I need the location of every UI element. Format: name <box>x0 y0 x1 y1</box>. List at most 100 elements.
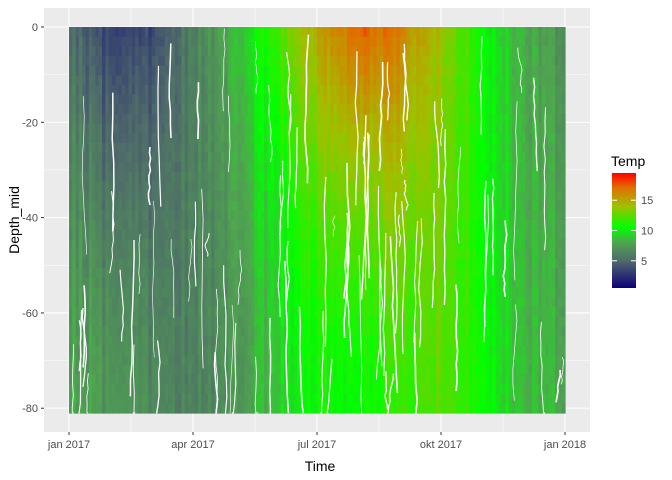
heatmap-tile <box>197 36 202 47</box>
heatmap-tile <box>343 94 348 105</box>
heatmap-tile <box>98 162 103 173</box>
heatmap-tile <box>475 123 480 134</box>
heatmap-tile <box>158 55 163 67</box>
heatmap-tile <box>346 191 351 202</box>
heatmap-tile <box>297 46 302 57</box>
heatmap-tile <box>333 152 338 163</box>
heatmap-tile <box>333 104 338 115</box>
heatmap-tile <box>297 355 302 366</box>
heatmap-tile <box>402 171 407 182</box>
heatmap-tile <box>330 239 335 250</box>
heatmap-tile <box>340 374 345 385</box>
heatmap-tile <box>356 258 361 269</box>
heatmap-tile <box>214 326 219 337</box>
heatmap-tile <box>197 403 202 414</box>
heatmap-tile <box>125 287 130 298</box>
heatmap-tile <box>396 133 401 144</box>
heatmap-tile <box>432 287 437 298</box>
heatmap-tile <box>270 268 275 279</box>
heatmap-tile <box>313 374 318 385</box>
heatmap-tile <box>88 181 93 192</box>
heatmap-tile <box>201 345 206 356</box>
heatmap-tile <box>135 345 140 356</box>
heatmap-tile <box>353 84 358 96</box>
heatmap-tile <box>363 84 368 96</box>
heatmap-tile <box>244 191 249 202</box>
heatmap-tile <box>323 104 328 115</box>
heatmap-tile <box>432 364 437 375</box>
heatmap-tile <box>69 104 73 115</box>
heatmap-tile <box>409 277 414 289</box>
heatmap-tile <box>270 171 275 182</box>
heatmap-tile <box>340 335 345 347</box>
heatmap-tile <box>452 27 457 38</box>
heatmap-tile <box>303 335 308 347</box>
heatmap-tile <box>145 268 149 279</box>
heatmap-tile <box>422 162 427 173</box>
heatmap-tile <box>237 393 242 404</box>
heatmap-tile <box>373 355 378 366</box>
heatmap-tile <box>257 123 262 134</box>
heatmap-tile <box>168 355 173 366</box>
heatmap-tile <box>359 345 364 356</box>
heatmap-tile <box>191 306 196 318</box>
heatmap-tile <box>426 36 431 47</box>
heatmap-tile <box>227 345 232 356</box>
heatmap-tile <box>455 316 460 327</box>
heatmap-tile <box>191 316 196 327</box>
heatmap-tile <box>465 162 470 173</box>
heatmap-tile <box>207 94 212 105</box>
heatmap-tile <box>479 133 483 144</box>
heatmap-tile <box>353 239 358 250</box>
heatmap-tile <box>369 355 374 366</box>
heatmap-tile <box>422 181 427 192</box>
heatmap-tile <box>426 162 431 173</box>
heatmap-tile <box>393 162 397 173</box>
heatmap-tile <box>191 403 196 414</box>
heatmap-tile <box>383 142 388 154</box>
heatmap-tile <box>399 113 404 125</box>
heatmap-tile <box>98 393 103 404</box>
heatmap-tile <box>214 345 219 356</box>
heatmap-tile <box>168 345 173 356</box>
heatmap-tile <box>373 306 378 318</box>
heatmap-tile <box>194 239 199 250</box>
heatmap-tile <box>118 403 123 414</box>
heatmap-tile <box>138 46 143 57</box>
heatmap-tile <box>234 374 239 385</box>
heatmap-tile <box>406 133 411 144</box>
heatmap-tile <box>145 258 149 269</box>
heatmap-tile <box>69 171 73 182</box>
heatmap-tile <box>118 191 123 202</box>
heatmap-tile <box>135 364 140 375</box>
heatmap-tile <box>386 27 391 38</box>
heatmap-tile <box>283 65 288 76</box>
heatmap-tile <box>336 133 341 144</box>
heatmap-tile <box>432 162 437 173</box>
heatmap-tile <box>191 142 196 154</box>
heatmap-tile <box>307 104 311 115</box>
heatmap-tile <box>181 297 186 308</box>
heatmap-tile <box>227 384 232 395</box>
heatmap-tile <box>369 36 374 47</box>
heatmap-tile <box>231 65 235 76</box>
heatmap-tile <box>201 181 206 192</box>
heatmap-tile <box>92 104 97 115</box>
heatmap-tile <box>138 355 143 366</box>
heatmap-tile <box>78 84 83 96</box>
heatmap-tile <box>409 104 414 115</box>
heatmap-tile <box>181 403 186 414</box>
heatmap-tile <box>320 335 325 347</box>
heatmap-tile <box>171 239 176 250</box>
heatmap-tile <box>207 268 212 279</box>
heatmap-tile <box>188 46 192 57</box>
heatmap-tile <box>227 306 232 318</box>
heatmap-tile <box>465 239 470 250</box>
heatmap-tile <box>69 113 73 125</box>
heatmap-tile <box>111 84 116 96</box>
heatmap-tile <box>429 229 434 240</box>
heatmap-tile <box>396 277 401 289</box>
heatmap-tile <box>307 229 311 240</box>
heatmap-tile <box>191 374 196 385</box>
heatmap-tile <box>277 220 282 231</box>
